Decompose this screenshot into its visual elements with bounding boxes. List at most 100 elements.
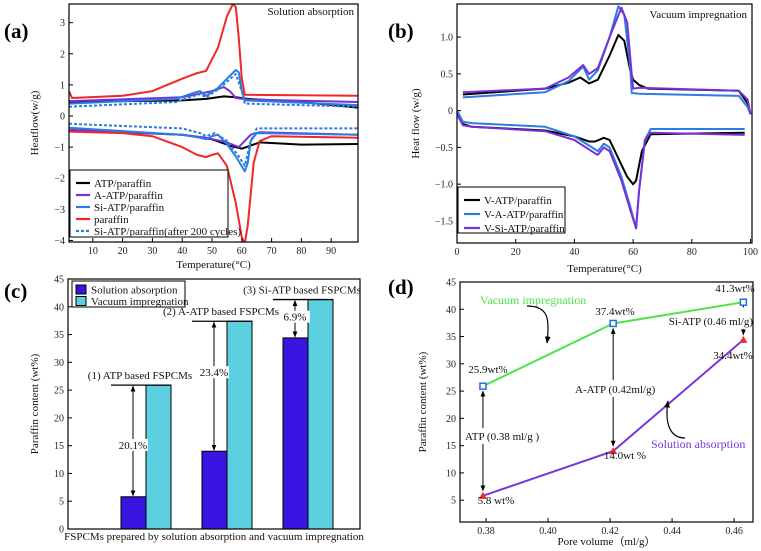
panel-label-a: (a) <box>4 19 29 43</box>
y-tick-label: 20 <box>54 413 64 424</box>
bar-solution <box>120 496 147 530</box>
data-label: 34.4wt% <box>713 350 752 362</box>
y-tick-label: 40 <box>54 302 64 313</box>
y-tick-label: 25 <box>446 387 456 398</box>
annotation-label: Si-ATP (0.46 ml/g) <box>669 316 754 328</box>
y-tick-label: 0 <box>448 106 453 117</box>
difference-label: 20.1% <box>119 440 147 452</box>
data-label: 25.9wt% <box>468 364 507 376</box>
legend-label: V-ATP/paraffin <box>484 195 552 207</box>
panel-label-b: (b) <box>388 19 414 43</box>
x-tick-label: 20 <box>118 246 128 257</box>
x-tick-label: 60 <box>237 246 247 257</box>
series-line-si-atp-paraffin-after-200-cycles--cooling <box>69 122 358 167</box>
y-tick-label: 3 <box>60 18 65 29</box>
x-axis-label: Pore volume（ml/g） <box>557 535 655 548</box>
x-tick-label: 40 <box>569 247 579 258</box>
x-tick-label: 30 <box>147 246 157 257</box>
legend-label: V-Si-ATP/paraffin <box>484 223 565 235</box>
y-axis-label: Heatflow(w/g) <box>29 90 41 155</box>
y-tick-label: 1.0 <box>441 33 454 44</box>
data-point-triangle <box>609 447 618 455</box>
x-tick-label: 20 <box>511 247 521 258</box>
y-tick-label: 5 <box>59 497 64 508</box>
series-line-v-a-atp-paraffin-heating <box>462 5 752 115</box>
y-tick-label: 25 <box>54 386 64 397</box>
y-tick-label: −0.5 <box>435 143 453 154</box>
y-tick-label: 2 <box>60 49 65 60</box>
annotation-label: A-ATP (0.42ml/g) <box>575 384 656 396</box>
y-tick-label: 1 <box>60 80 65 91</box>
legend: V-ATP/paraffin V-A-ATP/paraffin V-Si-ATP/p… <box>457 186 566 235</box>
data-point-triangle <box>478 491 487 499</box>
bar-solution <box>201 450 228 530</box>
y-tick-label: 30 <box>446 359 456 370</box>
x-tick-label: 0.38 <box>477 526 495 537</box>
bar-vacuum <box>226 320 253 530</box>
series-label-solution: Solution absorption <box>651 437 745 451</box>
y-tick-label: 5 <box>451 496 456 507</box>
x-tick-label: 80 <box>296 246 306 257</box>
bar-solution <box>282 337 309 530</box>
data-point-triangle <box>739 335 748 343</box>
y-axis-label: Heat flow (w/g) <box>410 88 422 159</box>
curved-arrow-solution <box>664 400 686 439</box>
y-tick-label: 45 <box>446 278 456 289</box>
y-tick-label: 0 <box>60 112 65 123</box>
panel-label-c: (c) <box>4 279 27 303</box>
panel-d: 5 10 15 20 25 30 35 40 45 0.38 0.40 0.42 0.44 0.46 Por… <box>417 278 755 549</box>
difference-label: 6.9% <box>284 312 307 324</box>
difference-label: 23.4% <box>200 367 228 379</box>
legend-label: Vacuum impregnation <box>91 296 189 308</box>
y-tick-label: 10 <box>446 468 456 479</box>
legend-swatch <box>75 284 87 295</box>
y-tick-label: −4 <box>54 236 65 247</box>
y-tick-label: 10 <box>54 469 64 480</box>
chart-title: Solution absorption <box>268 6 355 18</box>
y-tick-label: 40 <box>446 305 456 316</box>
x-tick-label: 0.46 <box>725 526 743 537</box>
y-tick-label: 0 <box>59 525 64 536</box>
legend-label: Solution absorption <box>91 285 178 297</box>
data-label: 41.3wt% <box>715 283 754 295</box>
legend-label: V-A-ATP/paraffin <box>484 209 564 221</box>
legend-label: A-ATP/paraffin <box>94 190 163 202</box>
y-tick-label: −1.0 <box>435 180 453 191</box>
curves <box>457 5 752 230</box>
x-tick-label: 0.42 <box>601 526 619 537</box>
plot-frame <box>67 278 361 530</box>
legend-label: Si-ATP/paraffin <box>94 202 165 214</box>
bar-vacuum <box>307 299 334 530</box>
x-tick-label: 40 <box>177 246 187 257</box>
label-bg <box>199 366 229 379</box>
x-axis-label: Temperature(°C) <box>176 259 251 271</box>
x-tick-label: 90 <box>326 246 336 257</box>
y-axis-label: Paraffin content (wt%) <box>417 351 429 452</box>
y-axis-label: Paraffin content (wt%) <box>29 353 41 454</box>
y-tick-label: 15 <box>446 441 456 452</box>
y-tick-label: 35 <box>54 330 64 341</box>
plot-frame <box>456 3 753 244</box>
x-tick-label: 70 <box>267 246 277 257</box>
label-bg <box>280 310 310 323</box>
x-tick-label: 60 <box>628 247 638 258</box>
panel-b: −1.5 −1.0 −0.5 0 0.5 1.0 0 20 40 60 80 100 Temperatu… <box>410 3 758 275</box>
category-label: (2) A-ATP based FSPCMs <box>163 306 279 318</box>
curves <box>69 4 358 242</box>
legend: ATP/paraffinA-ATP/paraffinSi-ATP/paraffi… <box>69 169 241 238</box>
data-label: 37.4wt% <box>595 306 634 318</box>
data-point-square <box>479 382 487 390</box>
x-tick-label: 50 <box>207 246 217 257</box>
legend-box <box>71 280 186 308</box>
label-bg <box>118 438 148 451</box>
series-line-v-si-atp-paraffin-heating <box>462 6 752 115</box>
y-tick-label: 30 <box>54 358 64 369</box>
y-tick-label: −2 <box>54 174 65 185</box>
y-tick-label: 35 <box>446 332 456 343</box>
y-tick-label: 0.5 <box>441 69 454 80</box>
x-axis-label: FSPCMs prepared by solution absorption a… <box>64 531 364 543</box>
plot-frame <box>459 281 754 523</box>
data-point-square <box>609 319 617 328</box>
y-tick-label: −1 <box>54 143 65 154</box>
